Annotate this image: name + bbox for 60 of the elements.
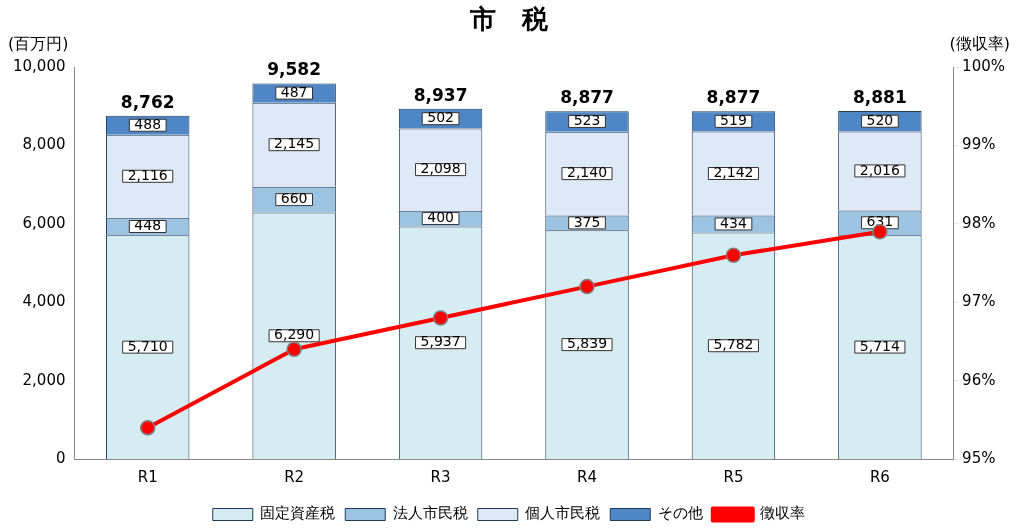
point <box>579 278 595 295</box>
point <box>432 310 449 326</box>
data-label: 5,714 <box>859 337 901 354</box>
x-tick-label: R6 <box>869 467 890 486</box>
data-label: 2,142 <box>713 164 754 181</box>
data-label: 487 <box>280 83 308 100</box>
y2-tick-label: 100% <box>962 57 1006 76</box>
total-label: 8,937 <box>413 84 468 105</box>
y2-tick-label: 96% <box>962 370 996 389</box>
data-label: 2,098 <box>420 160 461 177</box>
data-label: 400 <box>427 209 454 226</box>
x-tick-label: R3 <box>430 467 451 486</box>
legend-label: 徴収率 <box>760 504 806 523</box>
y2-tick-label: 99% <box>962 135 996 154</box>
total-label: 8,877 <box>560 87 614 108</box>
data-label: 660 <box>280 190 308 207</box>
data-label: 2,016 <box>859 161 901 178</box>
point <box>139 419 156 436</box>
y2-tick-label: 98% <box>962 213 996 232</box>
data-label: 5,937 <box>420 333 461 350</box>
y-tick-label: 0 <box>55 448 66 467</box>
legend-label: 個人市民税 <box>525 504 601 523</box>
y-tick-label: 8,000 <box>22 135 66 154</box>
legend-label: 固定資産税 <box>260 504 336 523</box>
x-tick-label: R2 <box>284 467 305 486</box>
data-label: 5,782 <box>713 336 754 353</box>
total-label: 8,762 <box>120 91 175 112</box>
point <box>725 247 742 264</box>
x-tick-label: R1 <box>137 467 158 486</box>
y-tick-label: 2,000 <box>22 370 66 389</box>
data-label: 2,116 <box>127 166 168 183</box>
legend-label: 法人市民税 <box>392 504 468 523</box>
total-label: 8,881 <box>853 86 907 107</box>
x-tick-label: R5 <box>723 467 744 486</box>
y-tick-label: 4,000 <box>22 292 66 311</box>
data-label: 434 <box>720 214 747 231</box>
data-label: 2,145 <box>274 135 315 152</box>
y-tick-label: 6,000 <box>22 213 66 232</box>
y-axis-title: (百万円) <box>8 34 69 54</box>
y2-tick-label: 97% <box>962 292 996 311</box>
data-label: 375 <box>573 213 601 230</box>
total-label: 9,582 <box>267 59 322 80</box>
y2-axis-title: (徴収率) <box>949 34 1010 54</box>
point <box>286 341 302 358</box>
chart-title: 市 税 <box>469 4 549 35</box>
y2-tick-label: 95% <box>962 448 996 467</box>
data-label: 5,839 <box>566 335 608 352</box>
data-label: 448 <box>134 217 162 234</box>
data-label: 5,710 <box>127 337 168 354</box>
data-label: 502 <box>427 109 454 126</box>
legend-label: その他 <box>657 504 703 523</box>
data-label: 523 <box>573 112 601 129</box>
y-tick-label: 10,000 <box>12 57 66 76</box>
total-label: 8,877 <box>706 87 761 108</box>
data-label: 2,140 <box>566 164 608 181</box>
data-label: 519 <box>720 112 747 129</box>
data-label: 488 <box>134 115 162 132</box>
x-tick-label: R4 <box>577 467 597 486</box>
data-label: 6,290 <box>274 326 315 343</box>
data-label: 520 <box>866 111 894 128</box>
